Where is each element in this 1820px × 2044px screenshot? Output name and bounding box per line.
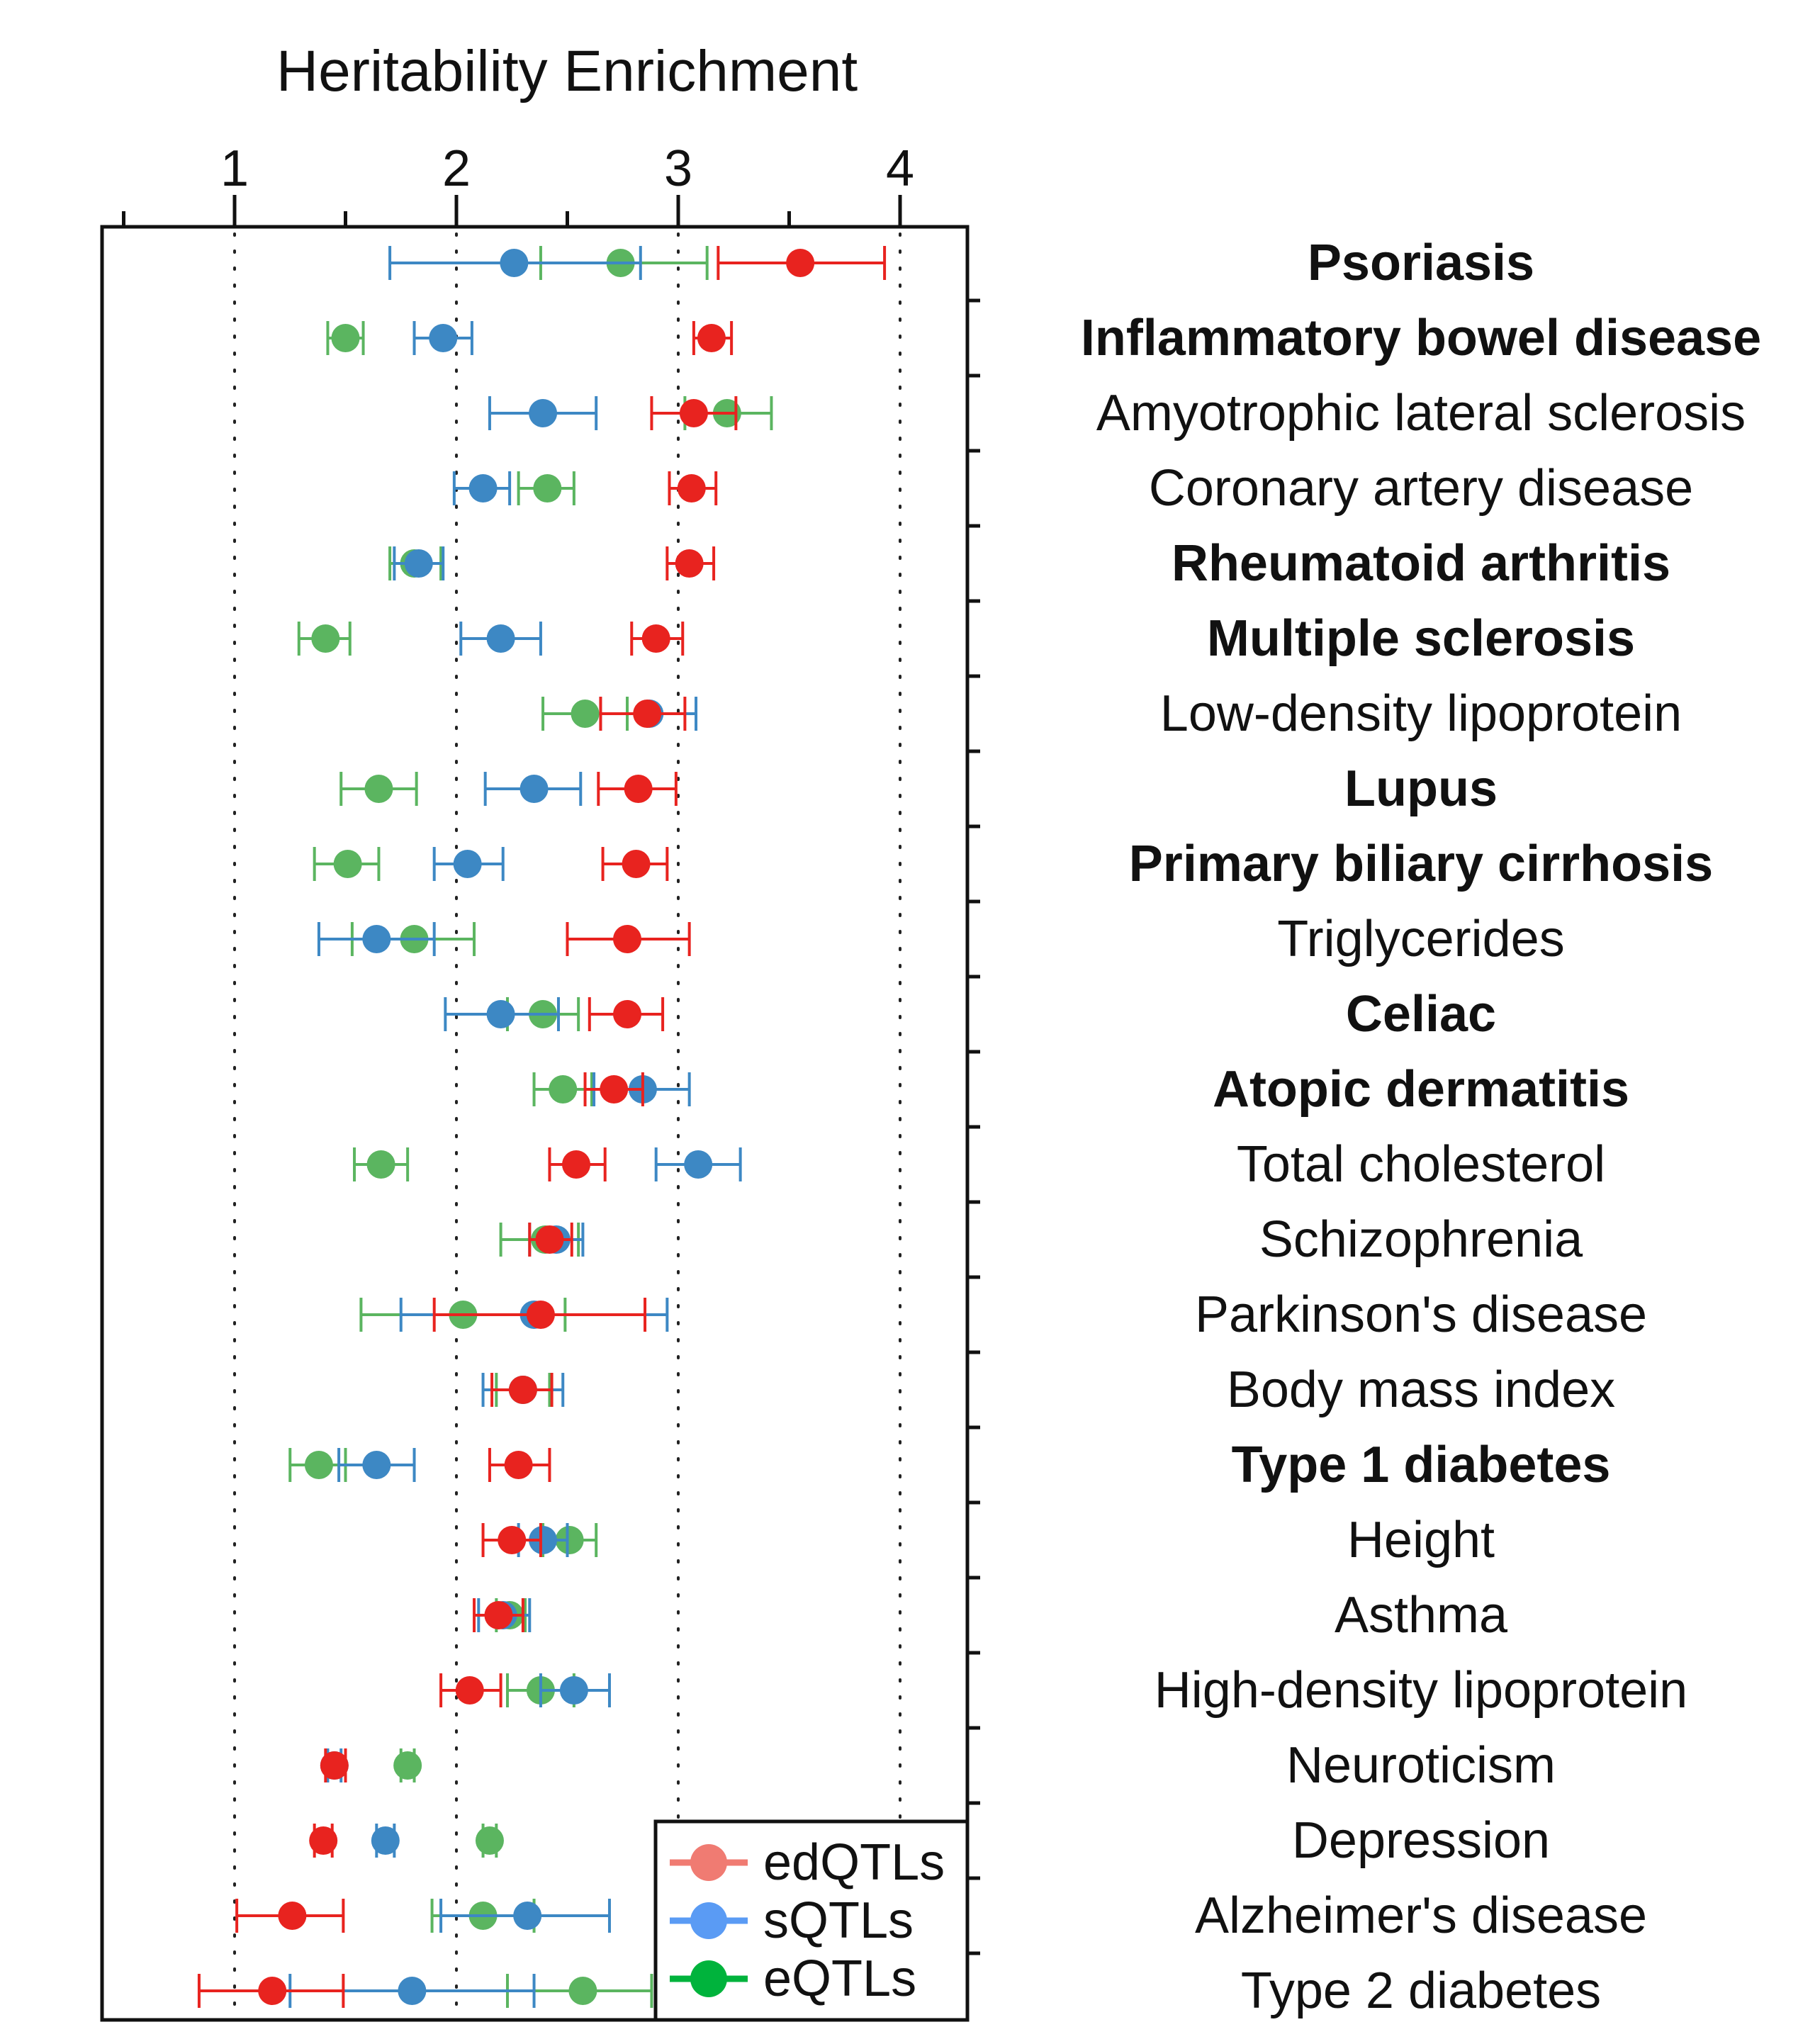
x-tick-label: 2 <box>442 140 471 197</box>
data-point <box>529 399 558 427</box>
data-point <box>526 1301 555 1329</box>
data-point <box>562 1150 591 1179</box>
category-label: Total cholesterol <box>1237 1136 1605 1193</box>
category-label: Schizophrenia <box>1259 1211 1583 1268</box>
category-label: Body mass index <box>1227 1361 1615 1418</box>
data-point <box>393 1751 422 1780</box>
data-point <box>311 624 340 653</box>
data-point <box>364 775 393 803</box>
data-point <box>455 1676 484 1705</box>
data-point <box>613 1000 642 1028</box>
category-label: Atopic dermatitis <box>1213 1061 1629 1118</box>
x-axis: 1 2 3 4 <box>100 140 980 2022</box>
data-point <box>309 1826 338 1855</box>
data-point <box>675 549 704 578</box>
category-label: Type 1 diabetes <box>1232 1437 1611 1493</box>
category-label: Neuroticism <box>1286 1737 1556 1794</box>
data-point <box>304 1451 333 1479</box>
category-label: Rheumatoid arthritis <box>1172 535 1670 592</box>
data-point <box>278 1902 307 1930</box>
category-label: Asthma <box>1335 1587 1508 1644</box>
data-point <box>677 474 706 502</box>
data-point <box>568 1977 597 2005</box>
data-point <box>613 925 642 953</box>
data-point <box>504 1451 533 1479</box>
data-point <box>362 1451 391 1479</box>
category-labels: Psoriasis Inflammatory bowel disease Amyot… <box>1081 235 1761 2019</box>
category-label: Triglycerides <box>1277 911 1564 967</box>
data-point <box>633 700 662 728</box>
legend-label: eQTLs <box>763 1950 916 2007</box>
data-point <box>371 1826 400 1855</box>
data-point <box>641 624 670 653</box>
legend-label: edQTLs <box>763 1834 945 1891</box>
data-point <box>559 1676 588 1705</box>
data-point <box>679 399 708 427</box>
plot-frame <box>100 225 970 2022</box>
data-point <box>535 1225 564 1254</box>
legend-marker <box>690 1844 727 1881</box>
data-point <box>486 624 515 653</box>
data-point <box>697 324 726 352</box>
data-point <box>333 850 362 878</box>
data-point <box>533 474 562 502</box>
category-label: Type 2 diabetes <box>1241 1962 1601 2019</box>
data-point <box>486 1000 515 1028</box>
data-point <box>786 249 815 277</box>
data-point <box>331 324 360 352</box>
category-label: Celiac <box>1346 986 1496 1043</box>
series-sQTLs <box>288 246 742 2008</box>
data-point <box>519 775 549 803</box>
category-label: Alzheimer's disease <box>1195 1887 1647 1944</box>
data-point <box>320 1751 349 1780</box>
data-point <box>429 324 458 352</box>
data-point <box>498 1526 527 1554</box>
category-label: Lupus <box>1344 760 1498 817</box>
data-point <box>468 474 498 502</box>
data-point <box>513 1902 542 1930</box>
data-point <box>571 700 600 728</box>
data-point <box>484 1601 513 1629</box>
data-point <box>362 925 391 953</box>
data-point <box>555 1526 584 1554</box>
data-marks <box>197 246 887 2008</box>
data-point <box>600 1075 629 1104</box>
category-label: High-density lipoprotein <box>1155 1662 1687 1719</box>
category-label: Psoriasis <box>1308 235 1534 291</box>
category-label: Coronary artery disease <box>1149 460 1693 517</box>
data-point <box>684 1150 713 1179</box>
category-label: Inflammatory bowel disease <box>1081 310 1761 366</box>
legend-label: sQTLs <box>763 1892 914 1949</box>
data-point <box>549 1075 578 1104</box>
data-point <box>475 1826 504 1855</box>
category-label: Height <box>1347 1512 1495 1568</box>
category-label: Multiple sclerosis <box>1207 610 1635 667</box>
data-point <box>453 850 482 878</box>
data-point <box>398 1977 427 2005</box>
legend-marker <box>690 1902 727 1939</box>
series-edQTLs <box>197 246 887 2008</box>
data-point <box>624 775 653 803</box>
category-label: Primary biliary cirrhosis <box>1129 836 1713 892</box>
data-point <box>258 1977 287 2005</box>
data-point <box>622 850 651 878</box>
series-eQTLs <box>288 246 773 2008</box>
x-tick-label: 4 <box>886 140 914 197</box>
data-point <box>500 249 529 277</box>
data-point <box>508 1376 537 1404</box>
grid-lines <box>233 232 901 2014</box>
category-label: Depression <box>1292 1812 1550 1869</box>
x-tick-label: 1 <box>220 140 249 197</box>
data-point <box>529 1526 558 1554</box>
chart-title: Heritability Enrichment <box>276 39 858 103</box>
category-label: Amyotrophic lateral sclerosis <box>1096 385 1746 442</box>
data-point <box>404 549 433 578</box>
legend-marker <box>690 1960 727 1997</box>
x-tick-label: 3 <box>664 140 692 197</box>
category-label: Parkinson's disease <box>1195 1286 1647 1343</box>
category-label: Low-density lipoprotein <box>1160 685 1682 742</box>
data-point <box>366 1150 395 1179</box>
